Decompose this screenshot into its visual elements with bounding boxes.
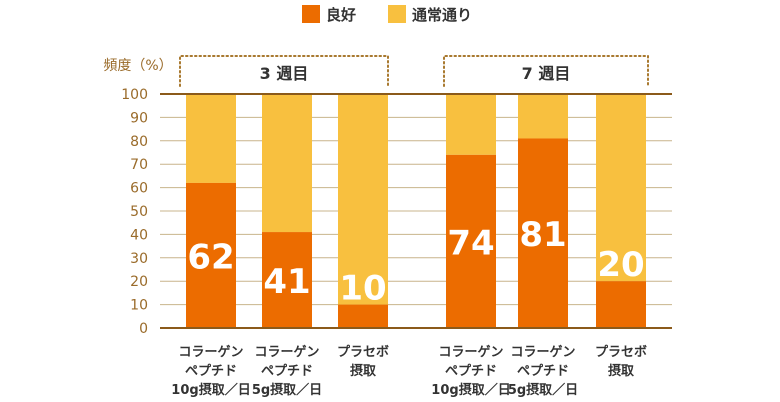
category-label-g1-c3-line2: 摂取 [350, 363, 377, 379]
group-bracket-1 [179, 55, 389, 87]
y-tick-label-40: 40 [130, 227, 148, 243]
category-label-g1-c2-line3: 5g摂取／日 [252, 382, 322, 398]
category-label-g2-c3-line1: プラセボ [595, 344, 647, 360]
bar-value-label-g2-c1: 74 [447, 223, 494, 263]
y-tick-label-30: 30 [130, 251, 148, 267]
category-label-g2-c1-line1: コラーゲン [438, 344, 503, 360]
bar-good-g2-c1 [446, 154, 496, 328]
y-tick-label-90: 90 [130, 110, 148, 126]
category-label-g2-c1-line3: 10g摂取／日 [431, 382, 510, 398]
legend-item-normal: 通常通り [388, 2, 472, 26]
bar-normal-g2-c1 [446, 94, 496, 155]
bar-normal-g1-c1 [186, 94, 236, 183]
bar-value-label-g2-c3: 20 [597, 245, 644, 285]
bar-good-g1-c2 [262, 232, 312, 328]
y-tick-label-0: 0 [139, 321, 148, 337]
legend-label-normal: 通常通り [412, 5, 473, 24]
bar-normal-g2-c2 [518, 94, 568, 139]
y-tick-label-60: 60 [130, 181, 148, 197]
category-label-g1-c2-line2: ペプチド [261, 364, 313, 379]
legend-item-good: 良好 [302, 2, 356, 26]
y-tick-label-10: 10 [130, 298, 148, 314]
category-label-g2-c3-line2: 摂取 [608, 363, 635, 379]
category-label-g1-c1-line2: ペプチド [185, 364, 237, 379]
legend-swatch-normal [388, 5, 406, 23]
group-label-1: 3 週目 [260, 64, 309, 83]
bar-normal-g2-c3 [596, 94, 646, 282]
category-label-g2-c2-line1: コラーゲン [510, 344, 575, 360]
category-label-g1-c1-line3: 10g摂取／日 [171, 382, 250, 398]
category-label-g2-c2-line3: 5g摂取／日 [508, 382, 578, 398]
y-tick-label-80: 80 [130, 134, 148, 150]
y-tick-label-20: 20 [130, 274, 148, 290]
category-label-g2-c2-line2: ペプチド [517, 364, 569, 379]
bar-value-label-g2-c2: 81 [519, 215, 566, 255]
legend: 良好 通常通り [0, 2, 780, 26]
category-label-g1-c3-line1: プラセボ [337, 344, 389, 360]
y-axis-title: 頻度（%） [103, 58, 172, 74]
group-label-2: 7 週目 [522, 64, 571, 83]
bar-good-g1-c3 [338, 304, 388, 328]
bar-good-g2-c3 [596, 281, 646, 328]
bar-normal-g1-c2 [262, 94, 312, 233]
bar-value-label-g1-c3: 10 [339, 269, 386, 309]
y-tick-label-70: 70 [130, 157, 148, 173]
category-label-g1-c1-line1: コラーゲン [178, 344, 243, 360]
legend-swatch-good [302, 5, 320, 23]
category-label-g1-c2-line1: コラーゲン [254, 344, 319, 360]
bar-normal-g1-c3 [338, 94, 388, 305]
bar-good-g1-c1 [186, 182, 236, 328]
y-tick-label-50: 50 [130, 204, 148, 220]
bar-value-label-g1-c2: 41 [263, 262, 310, 302]
group-bracket-2 [443, 55, 649, 87]
bar-value-label-g1-c1: 62 [187, 237, 234, 277]
category-label-g2-c1-line2: ペプチド [445, 364, 497, 379]
legend-label-good: 良好 [326, 5, 357, 24]
y-tick-label-100: 100 [121, 87, 148, 103]
bar-good-g2-c2 [518, 138, 568, 328]
